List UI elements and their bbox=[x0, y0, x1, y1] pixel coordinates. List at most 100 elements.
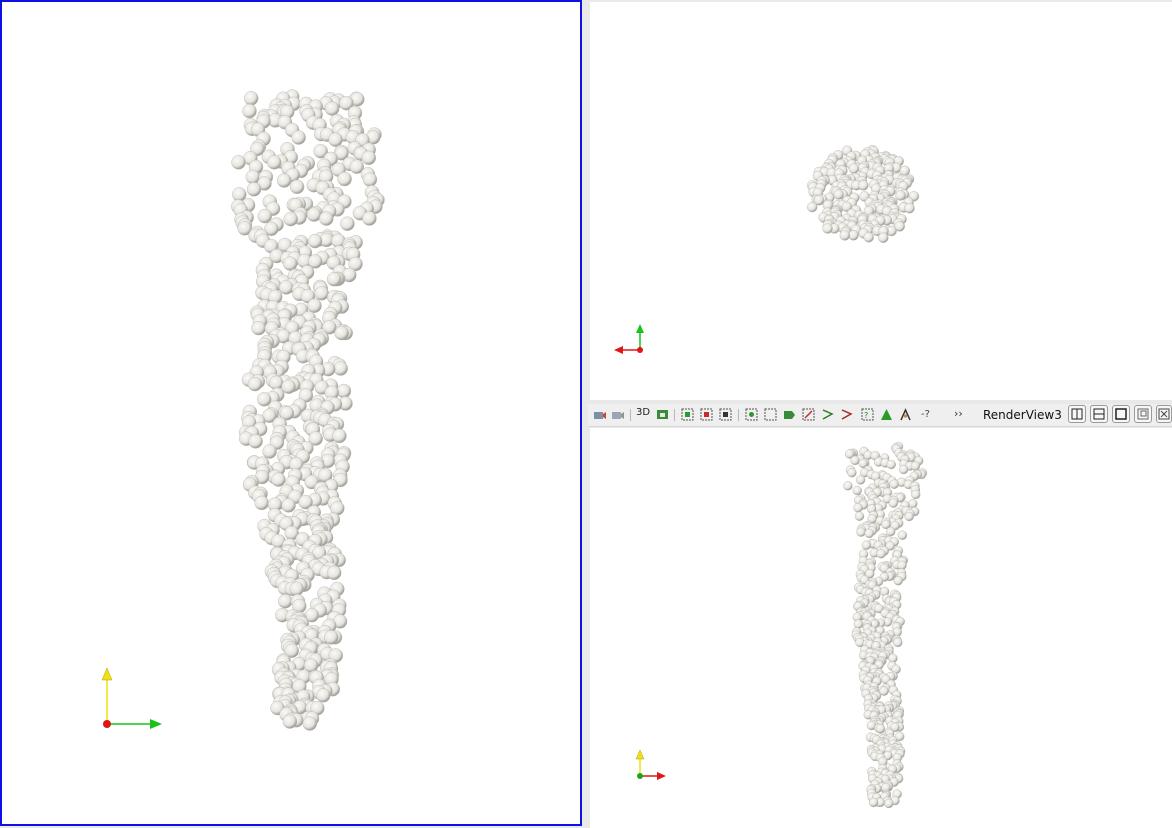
particle bbox=[249, 434, 263, 448]
particle bbox=[334, 362, 348, 376]
render-view-left[interactable] bbox=[0, 0, 582, 826]
particle bbox=[252, 321, 266, 335]
reset-camera-icon[interactable] bbox=[592, 407, 607, 422]
particle bbox=[849, 230, 859, 240]
particle bbox=[255, 496, 269, 510]
particle bbox=[905, 203, 915, 213]
particle bbox=[362, 151, 376, 165]
particle bbox=[338, 172, 352, 186]
particle bbox=[905, 512, 914, 521]
particle bbox=[862, 541, 871, 550]
restore-icon[interactable] bbox=[1134, 405, 1152, 423]
capture-screenshot-icon[interactable] bbox=[655, 407, 670, 422]
particle bbox=[283, 715, 297, 729]
particle bbox=[884, 799, 893, 808]
particle bbox=[890, 480, 899, 489]
split-vertical-icon[interactable] bbox=[1090, 405, 1108, 423]
hover-points-icon[interactable]: ? bbox=[860, 407, 875, 422]
particle bbox=[911, 462, 920, 471]
select-polygon-icon[interactable] bbox=[801, 407, 816, 422]
particle bbox=[282, 498, 296, 512]
particle bbox=[807, 202, 817, 212]
particle bbox=[278, 594, 292, 608]
particle bbox=[271, 473, 285, 487]
particle bbox=[267, 155, 281, 169]
particle bbox=[898, 531, 907, 540]
particle bbox=[308, 299, 322, 313]
toolbar-separator bbox=[738, 409, 739, 421]
particle bbox=[335, 326, 349, 340]
select-cells-with-polygon-icon[interactable] bbox=[820, 407, 835, 422]
particle bbox=[854, 620, 863, 629]
particle bbox=[886, 527, 895, 536]
particle bbox=[840, 230, 850, 240]
particle bbox=[284, 212, 298, 226]
interactive-select-icon[interactable] bbox=[782, 407, 797, 422]
particle bbox=[856, 475, 865, 484]
toolbar-separator bbox=[674, 409, 675, 421]
select-block-icon[interactable] bbox=[763, 407, 778, 422]
select-cells-frustum-icon[interactable] bbox=[718, 407, 733, 422]
particle bbox=[887, 460, 896, 469]
particle bbox=[248, 377, 262, 391]
view-name-label: RenderView3 bbox=[983, 408, 1062, 422]
particle bbox=[855, 512, 864, 521]
render-view-top-right[interactable] bbox=[590, 2, 1172, 400]
view-toolbar: 3D ? -? ›› RenderView3 bbox=[588, 404, 1172, 427]
render-view-bottom-right[interactable] bbox=[590, 428, 1172, 828]
particle bbox=[258, 209, 272, 223]
particle bbox=[911, 490, 920, 499]
particle bbox=[340, 217, 354, 231]
particle bbox=[327, 272, 341, 286]
particle bbox=[324, 630, 338, 644]
particle bbox=[337, 384, 351, 398]
particle bbox=[896, 191, 906, 201]
split-horizontal-icon[interactable] bbox=[1068, 405, 1086, 423]
particle bbox=[876, 724, 885, 733]
svg-text:?: ? bbox=[864, 411, 868, 420]
particle bbox=[279, 280, 293, 294]
particle bbox=[899, 465, 908, 474]
particle-render-top bbox=[590, 2, 1172, 400]
particle bbox=[854, 503, 863, 512]
zoom-to-data-icon[interactable]: -? bbox=[918, 407, 933, 422]
select-points-with-polygon-icon[interactable] bbox=[839, 407, 854, 422]
particle bbox=[247, 182, 261, 196]
particle bbox=[865, 529, 874, 538]
select-points-on-icon[interactable] bbox=[699, 407, 714, 422]
particle bbox=[316, 688, 330, 702]
particle bbox=[847, 468, 856, 477]
particle bbox=[307, 208, 321, 222]
maximize-icon[interactable] bbox=[1112, 405, 1130, 423]
particle bbox=[263, 445, 277, 459]
particle bbox=[834, 190, 844, 200]
particle bbox=[292, 131, 306, 145]
particle bbox=[308, 234, 322, 248]
toolbar-overflow-button[interactable]: ›› bbox=[954, 407, 963, 420]
particle bbox=[908, 499, 917, 508]
particle-render-side bbox=[590, 428, 1172, 828]
close-icon[interactable] bbox=[1156, 405, 1172, 423]
particle bbox=[878, 233, 888, 243]
particle-render-front bbox=[2, 2, 580, 824]
particle bbox=[869, 798, 878, 807]
particle bbox=[362, 212, 376, 226]
particle bbox=[232, 155, 246, 169]
grow-selection-icon[interactable] bbox=[879, 407, 894, 422]
particle bbox=[843, 481, 852, 490]
select-cells-on-icon[interactable] bbox=[680, 407, 695, 422]
particle bbox=[303, 717, 317, 731]
particle bbox=[853, 486, 862, 495]
shrink-selection-icon[interactable] bbox=[898, 407, 913, 422]
reset-camera-closest-icon[interactable] bbox=[610, 407, 625, 422]
particle bbox=[894, 576, 903, 585]
particle bbox=[277, 174, 291, 188]
particle bbox=[857, 528, 866, 537]
particle bbox=[889, 499, 898, 508]
particle bbox=[325, 102, 339, 116]
particle bbox=[851, 456, 860, 465]
particle bbox=[332, 429, 346, 443]
toolbar-separator bbox=[630, 409, 631, 421]
select-points-frustum-icon[interactable] bbox=[744, 407, 759, 422]
3d-toggle[interactable]: 3D bbox=[636, 407, 650, 418]
